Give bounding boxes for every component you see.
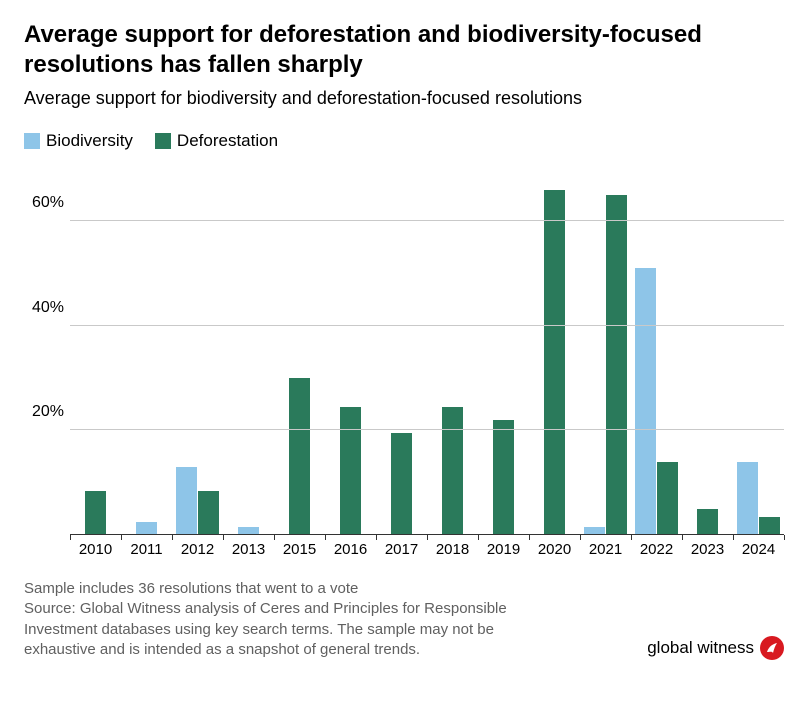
plot-area (70, 169, 784, 535)
x-tick-label: 2021 (580, 537, 631, 561)
bar-group (631, 169, 682, 535)
bar (657, 462, 678, 535)
x-tick-label: 2015 (274, 537, 325, 561)
chart-area: 20%40%60% 201020112012201320152016201720… (24, 169, 784, 561)
x-tick-label: 2020 (529, 537, 580, 561)
x-tick-label: 2022 (631, 537, 682, 561)
legend-label: Biodiversity (46, 131, 133, 151)
bar-group (121, 169, 172, 535)
gridline (70, 325, 784, 326)
brand-icon (760, 636, 784, 660)
x-tick-label: 2011 (121, 537, 172, 561)
bar-group (376, 169, 427, 535)
y-tick-label: 60% (32, 194, 64, 212)
chart-title: Average support for deforestation and bi… (24, 20, 784, 80)
brand-label: global witness (647, 638, 754, 658)
footnote: Sample includes 36 resolutions that went… (24, 579, 564, 660)
bar (606, 195, 627, 535)
x-tick-label: 2010 (70, 537, 121, 561)
gridline (70, 220, 784, 221)
bar (544, 190, 565, 535)
x-tick-label: 2013 (223, 537, 274, 561)
bar (442, 407, 463, 535)
x-tick-label: 2016 (325, 537, 376, 561)
bar-group (529, 169, 580, 535)
bar (198, 491, 219, 535)
bar-group (682, 169, 733, 535)
bar-group (427, 169, 478, 535)
x-tick (784, 535, 785, 540)
bar-group (325, 169, 376, 535)
bar (635, 268, 656, 535)
legend-swatch (24, 133, 40, 149)
bar (391, 433, 412, 535)
legend: Biodiversity Deforestation (24, 131, 784, 151)
bar (176, 467, 197, 535)
brand: global witness (647, 636, 784, 660)
bar (737, 462, 758, 535)
footnote-sample: Sample includes 36 resolutions that went… (24, 579, 564, 599)
legend-label: Deforestation (177, 131, 278, 151)
x-tick-label: 2023 (682, 537, 733, 561)
x-tick-label: 2012 (172, 537, 223, 561)
bar (85, 491, 106, 535)
x-tick-label: 2024 (733, 537, 784, 561)
chart-subtitle: Average support for biodiversity and def… (24, 88, 784, 109)
y-tick-label: 40% (32, 299, 64, 317)
x-tick-label: 2019 (478, 537, 529, 561)
bar-group (70, 169, 121, 535)
legend-swatch (155, 133, 171, 149)
bar-group (733, 169, 784, 535)
x-tick-label: 2018 (427, 537, 478, 561)
y-tick-label: 20% (32, 403, 64, 421)
bar (340, 407, 361, 535)
x-axis-labels: 2010201120122013201520162017201820192020… (70, 537, 784, 561)
footnote-source: Source: Global Witness analysis of Ceres… (24, 599, 564, 660)
bar (697, 509, 718, 535)
bar-group (478, 169, 529, 535)
bar-group (274, 169, 325, 535)
gridline (70, 429, 784, 430)
bar (493, 420, 514, 535)
bar-group (580, 169, 631, 535)
bar (759, 517, 780, 535)
legend-item: Deforestation (155, 131, 278, 151)
bar (289, 378, 310, 535)
legend-item: Biodiversity (24, 131, 133, 151)
x-tick-label: 2017 (376, 537, 427, 561)
bar-group (223, 169, 274, 535)
y-axis-labels: 20% 40% 60% (24, 169, 70, 535)
bar-group (172, 169, 223, 535)
